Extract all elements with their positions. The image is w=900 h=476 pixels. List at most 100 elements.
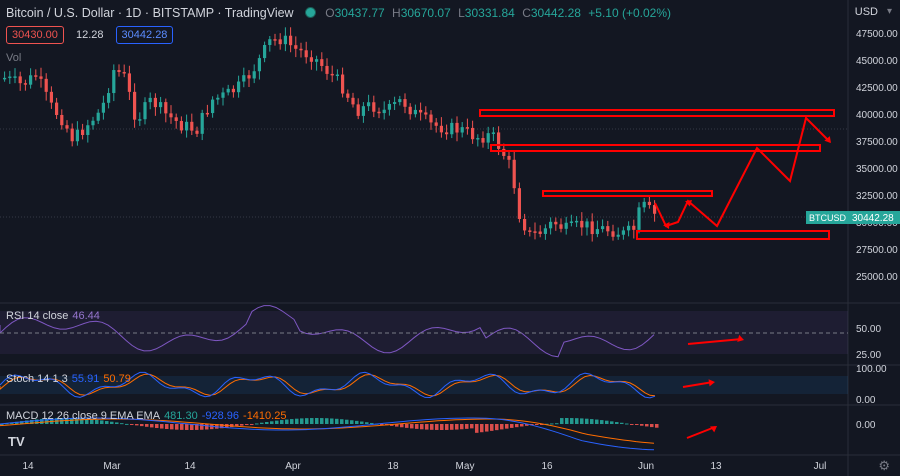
candle-body	[143, 102, 147, 120]
candle-body	[590, 221, 594, 235]
candle-body	[621, 230, 625, 235]
macd-histogram-bar	[165, 424, 169, 429]
arrow-head[interactable]	[708, 379, 715, 387]
symbol-title[interactable]: Bitcoin / U.S. Dollar · 1D · BITSTAMP · …	[6, 6, 294, 20]
candle-body	[585, 221, 589, 228]
change-value: +5.10 (+0.02%)	[588, 6, 672, 20]
macd-histogram-bar	[240, 424, 244, 426]
drawing-annotations[interactable]	[479, 109, 835, 439]
candle-body	[616, 234, 620, 237]
macd-histogram-bar	[505, 424, 509, 429]
arrow-head[interactable]	[737, 334, 744, 342]
candle-body	[580, 220, 584, 228]
candle-body	[174, 117, 178, 121]
arrow-head[interactable]	[824, 136, 831, 143]
arrow-head[interactable]	[685, 200, 692, 207]
candle-body	[273, 39, 277, 41]
candle-body	[127, 73, 131, 92]
resistance-box[interactable]	[542, 190, 713, 197]
gear-icon[interactable]: ⚙	[878, 458, 890, 473]
projection-path[interactable]	[654, 116, 831, 228]
macd-histogram-bar	[560, 418, 564, 424]
candle-body	[44, 78, 48, 92]
close-value: 30442.28	[530, 6, 581, 20]
macd-histogram-bar	[65, 418, 69, 424]
support-box[interactable]	[636, 230, 830, 240]
macd-histogram-bar	[200, 424, 204, 430]
candle-body	[653, 205, 657, 214]
rsi-axis-label: 25.00	[856, 350, 881, 361]
macd-histogram-bar	[70, 418, 74, 424]
resistance-box[interactable]	[490, 144, 821, 152]
candle-body	[424, 112, 428, 115]
macd-histogram-bar	[540, 424, 544, 425]
macd-histogram-bar	[155, 424, 159, 429]
candle-body	[341, 74, 345, 94]
chart-legend: Bitcoin / U.S. Dollar · 1D · BITSTAMP · …	[6, 6, 672, 20]
open-value: 30437.77	[334, 6, 385, 20]
trend-arrow[interactable]	[686, 426, 716, 439]
macd-line	[0, 417, 655, 451]
macd-histogram-bar	[500, 424, 504, 430]
macd-histogram-bar	[290, 419, 294, 424]
candle-body	[606, 226, 610, 232]
macd-histogram-bar	[430, 424, 434, 430]
candle-body	[169, 113, 173, 118]
candle-body	[13, 76, 17, 78]
macd-histogram-bar	[15, 421, 19, 424]
chevron-down-icon[interactable]: ▾	[886, 6, 892, 17]
macd-histogram-bar	[185, 424, 189, 430]
volume-label[interactable]: Vol	[6, 52, 22, 64]
macd-histogram-bar	[390, 424, 394, 426]
low-value: 30331.84	[464, 6, 515, 20]
macd-histogram-bar	[310, 418, 314, 424]
market-status-icon	[304, 7, 316, 18]
macd-histogram-bar	[640, 424, 644, 426]
candle-body	[351, 97, 355, 105]
candle-body	[257, 58, 261, 72]
macd-histogram-bar	[280, 420, 284, 424]
time-axis-label: Apr	[285, 461, 301, 472]
macd-histogram-bar	[235, 424, 239, 427]
macd-histogram-bar	[620, 422, 624, 424]
resistance-box[interactable]	[479, 109, 835, 117]
macd-histogram-bar	[190, 424, 194, 430]
macd-histogram-bar	[330, 418, 334, 424]
currency-label[interactable]: USD	[854, 6, 878, 18]
candle-body	[361, 106, 365, 116]
macd-histogram-bar	[220, 424, 224, 429]
time-axis-label: 14	[22, 461, 34, 472]
price-axis-label: 45000.00	[856, 56, 898, 67]
macd-histogram-bar	[465, 424, 469, 429]
arrow-head[interactable]	[710, 426, 717, 433]
time-axis-label: Jul	[814, 461, 827, 472]
macd-histogram-bar	[270, 421, 274, 424]
macd-histogram-bar	[340, 419, 344, 424]
macd-histogram-bar	[585, 418, 589, 424]
candle-body	[299, 48, 303, 51]
macd-histogram-bar	[40, 418, 44, 424]
macd-histogram-bar	[95, 419, 99, 424]
candle-body	[216, 97, 220, 100]
stoch-axis-label: 100.00	[856, 364, 887, 375]
candle-body	[200, 112, 204, 134]
macd-histogram-bar	[630, 424, 634, 425]
candle-body	[211, 99, 215, 114]
macd-histogram-bar	[425, 424, 429, 430]
candle-body	[523, 218, 527, 231]
macd-histogram-bar	[400, 424, 404, 428]
candle-body	[403, 99, 407, 107]
trend-arrow[interactable]	[682, 381, 714, 388]
trend-arrow[interactable]	[687, 338, 743, 345]
macd-histogram-bar	[170, 424, 174, 430]
buy-button[interactable]: 30442.28	[115, 26, 174, 44]
candle-body	[304, 50, 308, 58]
candle-body	[117, 70, 121, 73]
macd-histogram-bar	[245, 424, 249, 425]
sell-button[interactable]: 30430.00	[6, 26, 64, 44]
arrow-head[interactable]	[663, 222, 670, 229]
candle-body	[476, 138, 480, 140]
candle-body	[569, 221, 573, 223]
macd-histogram-bar	[475, 424, 479, 433]
